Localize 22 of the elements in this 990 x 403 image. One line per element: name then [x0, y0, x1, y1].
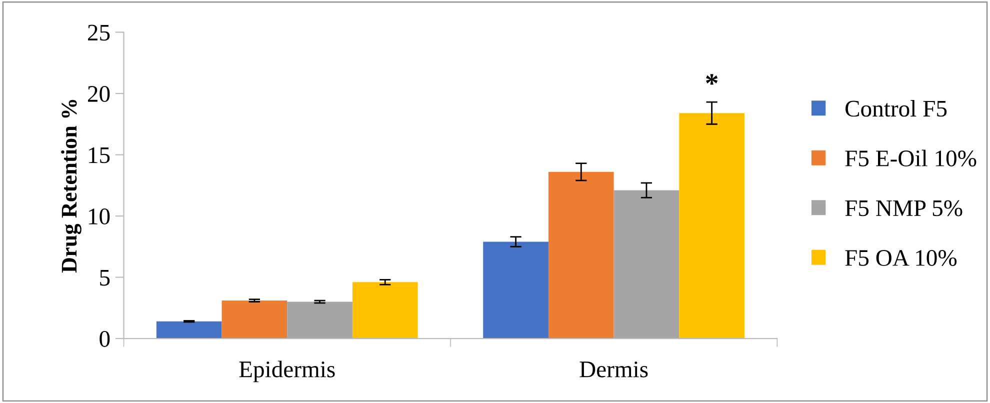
annotation: *: [706, 74, 718, 85]
y-tick-label: 25: [88, 24, 110, 41]
bar: [614, 190, 680, 339]
y-tick-label: 10: [89, 208, 110, 224]
y-tick-label: 5: [100, 270, 110, 286]
bar: [679, 113, 744, 339]
legend-label: F5 OA 10%: [845, 250, 957, 266]
y-tick-label: 20: [88, 86, 110, 102]
bar: [352, 282, 418, 339]
y-tick-label: 15: [89, 147, 110, 164]
bar: [483, 242, 548, 339]
x-tick-label: Dermis: [580, 361, 648, 378]
bar: [222, 300, 288, 339]
y-axis-title: Drug Retention %: [61, 100, 82, 273]
legend-label: Control F5: [845, 100, 947, 117]
bar: [287, 302, 352, 339]
legend-label: F5 E-Oil 10%: [845, 150, 976, 166]
y-tick-label: 0: [100, 331, 110, 347]
bar: [548, 172, 614, 339]
bar: [156, 321, 222, 339]
legend-label: F5 NMP 5%: [845, 200, 962, 216]
x-tick-label: Epidermis: [239, 360, 335, 382]
